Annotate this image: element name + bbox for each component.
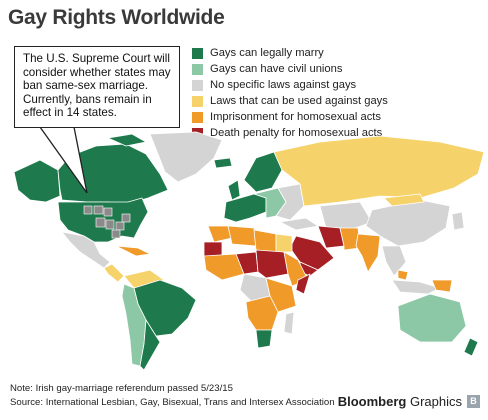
region-mongolia xyxy=(383,193,425,207)
region-malaysia xyxy=(397,269,409,281)
region-us-ban-state xyxy=(121,213,131,223)
region-us-ban-state xyxy=(103,207,113,217)
callout-line: The U.S. Supreme Court will xyxy=(23,52,170,65)
region-mexico xyxy=(61,231,111,269)
legend-label: Gays can legally marry xyxy=(210,47,324,59)
legend-label: Death penalty for homosexual acts xyxy=(210,127,383,139)
callout-line: consider whether states may xyxy=(23,65,171,79)
brand-name: Bloomberg xyxy=(337,394,407,409)
region-us-ban-state xyxy=(105,219,115,230)
region-us-ban-state xyxy=(95,217,106,228)
world-map xyxy=(13,131,485,371)
legend-label: Imprisonment for homosexual acts xyxy=(210,111,381,123)
chart-title: Gay Rights Worldwide xyxy=(8,6,225,29)
region-us-ban-state xyxy=(83,205,93,215)
region-indonesia xyxy=(391,279,441,295)
legend-swatch xyxy=(192,64,203,75)
callout-line: Currently, bans remain in xyxy=(23,92,152,106)
region-japan xyxy=(451,211,465,231)
region-greenland xyxy=(149,131,223,183)
region-central-america xyxy=(103,263,125,283)
region-argentina xyxy=(139,319,161,371)
brand-logo-icon: B xyxy=(467,395,480,408)
legend-swatch xyxy=(192,48,203,59)
region-southeast-asia xyxy=(381,245,407,277)
supreme-court-callout: The U.S. Supreme Court will consider whe… xyxy=(14,46,180,128)
region-india xyxy=(355,233,381,273)
region-south-africa xyxy=(255,329,273,349)
legend-label: Laws that can be used against gays xyxy=(210,95,388,107)
region-papua xyxy=(431,279,453,293)
callout-line: ban same-sex marriage. xyxy=(23,79,149,93)
region-egypt xyxy=(275,233,293,253)
region-canada-islands xyxy=(107,133,147,147)
footnote-source: Source: International Lesbian, Gay, Bise… xyxy=(10,397,335,408)
region-china xyxy=(365,199,451,247)
region-central-asia xyxy=(319,201,373,231)
legend-swatch xyxy=(192,112,203,123)
footnote-note: Note: Irish gay-marriage referendum pass… xyxy=(10,383,233,394)
region-australia xyxy=(397,293,467,343)
region-us-ban-state xyxy=(93,205,104,215)
region-caribbean xyxy=(115,245,151,257)
region-east-africa xyxy=(265,277,297,313)
region-us-ban-state xyxy=(111,229,121,239)
region-alaska xyxy=(13,159,61,203)
callout-line: effect in 14 states. xyxy=(23,106,117,120)
region-sudan xyxy=(255,249,289,279)
legend-label: No specific laws against gays xyxy=(210,79,357,91)
legend-swatch xyxy=(192,96,203,107)
region-west-africa xyxy=(203,253,245,281)
callout-pointer xyxy=(40,127,88,194)
region-madagascar xyxy=(283,311,295,335)
legend-swatch xyxy=(192,80,203,91)
region-western-europe xyxy=(223,193,267,223)
region-somalia xyxy=(295,273,311,295)
region-libya xyxy=(253,229,277,253)
brand-suffix: Graphics xyxy=(409,394,462,409)
region-russia xyxy=(273,135,485,207)
brand-credit: Bloomberg Graphics xyxy=(338,394,462,409)
region-algeria xyxy=(227,225,257,247)
region-turkey xyxy=(279,217,319,231)
legend-label: Gays can have civil unions xyxy=(210,63,343,75)
region-uk xyxy=(227,179,241,201)
region-new-zealand xyxy=(463,337,479,357)
region-us-ban-state xyxy=(115,221,125,231)
region-pakistan xyxy=(339,227,361,251)
region-iceland xyxy=(213,157,233,169)
